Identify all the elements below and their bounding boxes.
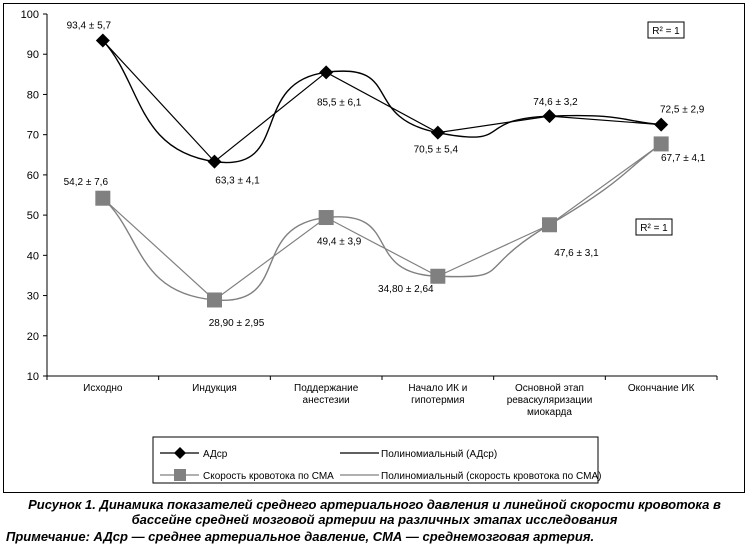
- series-line-2: [102, 143, 662, 301]
- x-tick-label: Окончание ИК: [628, 383, 695, 394]
- figure-caption-line-2: бассейне средней мозговой артерии на раз…: [131, 512, 618, 527]
- data-label: 70,5 ± 5,4: [414, 145, 459, 156]
- data-point: [95, 190, 111, 206]
- x-tick-label: анестезии: [303, 395, 350, 406]
- data-point: [430, 268, 446, 284]
- legend-label: Полиномиальный (скорость кровотока по СМ…: [381, 471, 601, 482]
- y-tick-label: 30: [27, 291, 39, 303]
- series-line-1: [102, 40, 662, 163]
- r2-box: [635, 218, 673, 236]
- data-point: [654, 117, 669, 132]
- note-label: Примечание:: [6, 529, 90, 544]
- x-tick-label: Индукция: [192, 383, 237, 394]
- legend-label: Скорость кровотока по СМА: [203, 471, 334, 482]
- data-point: [542, 217, 557, 233]
- data-point: [207, 292, 222, 308]
- x-tick-label: Основной этап: [515, 383, 584, 394]
- y-tick-label: 70: [27, 130, 39, 142]
- x-tick-label: гипотермия: [411, 395, 464, 406]
- figure-caption-line-1: Рисунок 1. Динамика показателей среднего…: [28, 497, 721, 512]
- y-tick-label: 60: [27, 170, 39, 182]
- data-point: [542, 109, 557, 124]
- data-label: 67,7 ± 4,1: [661, 153, 706, 164]
- y-tick-label: 100: [21, 9, 39, 21]
- data-label: 93,4 ± 5,7: [67, 21, 112, 32]
- figure-note: Примечание: АДср — среднее артериальное …: [6, 529, 749, 544]
- x-tick-label: миокарда: [527, 407, 572, 418]
- legend-label: Полиномиальный (АДср): [381, 449, 497, 460]
- y-tick-label: 80: [27, 89, 39, 101]
- line-chart: 10 20 30 40 50 60 70 80 90 100 Исходно Индукция Подд…: [21, 9, 718, 484]
- data-label: 85,5 ± 6,1: [317, 97, 362, 108]
- data-label: 28,90 ± 2,95: [209, 318, 265, 329]
- data-point: [653, 136, 669, 152]
- x-tick-label: Начало ИК и: [408, 383, 467, 394]
- legend-marker: [174, 447, 186, 459]
- r2-label: R² = 1: [640, 223, 668, 234]
- data-point: [207, 154, 222, 169]
- data-point: [95, 33, 110, 48]
- y-tick-label: 50: [27, 210, 39, 222]
- y-tick-label: 90: [27, 49, 39, 61]
- legend-label: АДср: [203, 449, 228, 460]
- r2-label: R² = 1: [652, 26, 680, 37]
- legend-marker: [174, 469, 186, 481]
- y-tick-label: 20: [27, 331, 39, 343]
- chart-frame: [3, 3, 745, 493]
- data-point: [319, 65, 334, 80]
- data-label: 47,6 ± 3,1: [554, 248, 599, 259]
- data-label: 74,6 ± 3,2: [533, 97, 578, 108]
- x-tick-label: реваскуляризации: [507, 395, 593, 406]
- data-label: 72,5 ± 2,9: [660, 105, 705, 116]
- data-point: [318, 210, 334, 226]
- x-tick-label: Исходно: [83, 383, 123, 394]
- data-label: 63,3 ± 4,1: [215, 176, 260, 187]
- data-label: 34,80 ± 2,64: [378, 284, 434, 295]
- data-label: 54,2 ± 7,6: [64, 177, 109, 188]
- trendline-2: [102, 143, 662, 301]
- r2-box: [647, 21, 685, 39]
- data-label: 49,4 ± 3,9: [317, 237, 362, 248]
- data-point: [430, 125, 445, 140]
- x-tick-label: Поддержание: [294, 383, 359, 394]
- y-tick-label: 10: [27, 371, 39, 383]
- y-tick-label: 40: [27, 250, 39, 262]
- note-text: АДср — среднее артериальное давление, СМ…: [89, 529, 595, 544]
